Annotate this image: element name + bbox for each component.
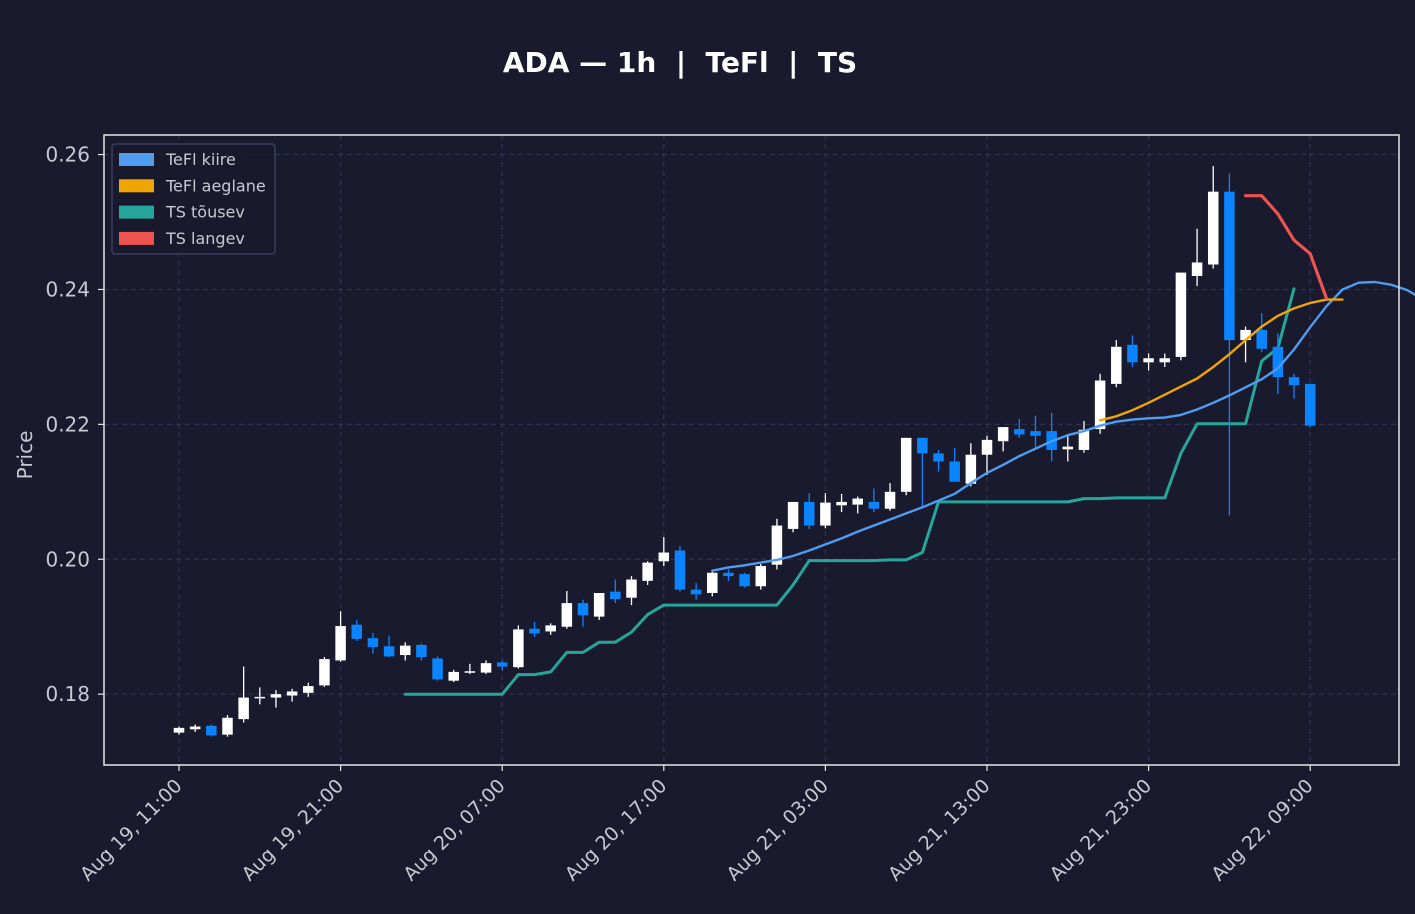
candle-body — [432, 658, 443, 680]
candle-body — [900, 437, 912, 492]
candle-body — [593, 592, 605, 617]
y-tick-label: 0.22 — [45, 412, 90, 436]
candle-body — [1014, 429, 1025, 435]
y-tick-label: 0.24 — [45, 277, 90, 301]
candle-body — [1159, 358, 1171, 363]
candle-body — [351, 624, 363, 639]
legend-swatch — [119, 153, 154, 166]
candle-body — [496, 662, 508, 667]
candle-body — [464, 671, 476, 673]
candle-body — [1272, 346, 1284, 378]
candle-body — [206, 725, 217, 736]
series-line-tefl-kiire — [711, 280, 1415, 572]
candle-body — [707, 572, 718, 593]
candle-body — [1030, 431, 1041, 436]
candle-body — [189, 726, 201, 730]
candle-body — [884, 491, 896, 509]
candle-body — [238, 697, 249, 720]
chart-title: ADA — 1h | TeFl | TS — [503, 46, 857, 79]
legend-label: TS langev — [165, 229, 245, 248]
series-line-ts-t-usev — [403, 287, 1296, 696]
candle-body — [836, 501, 847, 506]
candle-body — [416, 644, 427, 658]
candle-body — [448, 671, 459, 681]
candle-body — [173, 727, 185, 733]
candle-body — [1191, 262, 1203, 276]
legend-swatch — [119, 205, 154, 219]
candle-body — [755, 566, 767, 587]
candle-body — [561, 603, 573, 627]
candle-body — [383, 646, 395, 657]
candle-body — [1143, 358, 1154, 363]
plot-frame — [103, 134, 1400, 766]
candle-body — [803, 501, 815, 526]
candle-body — [981, 439, 993, 455]
candle-body — [480, 663, 492, 673]
candle-body — [820, 502, 831, 526]
candle-body — [1240, 329, 1251, 341]
candle-body — [852, 498, 863, 505]
candle-body — [949, 461, 960, 482]
legend-swatch — [119, 231, 154, 245]
legend-label: TeFl aeglane — [165, 176, 266, 195]
candle-body — [690, 589, 702, 595]
candle-body — [674, 550, 686, 590]
candle-body — [286, 691, 298, 696]
candle-body — [997, 427, 1009, 442]
candle-body — [610, 591, 621, 600]
candle-body — [367, 638, 379, 647]
candle-body — [1111, 346, 1122, 384]
candle-body — [1127, 344, 1138, 363]
y-tick-label: 0.18 — [45, 682, 90, 706]
candle-body — [1224, 191, 1235, 341]
candle-body — [723, 572, 734, 577]
legend: TeFl kiire TeFl aeglane TS tõusev TS langev — [111, 143, 276, 255]
candle-body — [658, 552, 670, 562]
candle-body — [545, 625, 556, 632]
candle-body — [1288, 377, 1300, 386]
candle-body — [787, 501, 799, 529]
candles — [173, 166, 1316, 737]
legend-swatch — [119, 179, 154, 193]
candle-body — [626, 579, 637, 598]
legend-label: TS tõusev — [165, 203, 245, 222]
y-tick-label: 0.20 — [45, 547, 90, 571]
y-tick-label: 0.26 — [45, 143, 90, 167]
candle-body — [399, 645, 411, 656]
candle-body — [1256, 329, 1267, 349]
candle-body — [513, 629, 524, 668]
candle-body — [1207, 191, 1219, 265]
candle-body — [868, 501, 880, 509]
candle-body — [303, 686, 314, 693]
candle-body — [270, 694, 282, 698]
candle-body — [965, 454, 977, 484]
candle-body — [933, 453, 944, 462]
candle-body — [642, 562, 653, 581]
legend-box — [111, 143, 276, 255]
candle-body — [1175, 272, 1187, 357]
candle-body — [917, 437, 928, 454]
candle-body — [335, 626, 346, 661]
candle-body — [771, 525, 783, 565]
candle-body — [529, 628, 540, 634]
candle-body — [1094, 380, 1106, 430]
series-layer-back — [403, 287, 1296, 696]
candle-body — [222, 717, 233, 735]
candle-body — [739, 574, 750, 587]
candle-body — [1304, 383, 1316, 426]
series-line-tefl-aeglane — [1098, 298, 1344, 422]
candle-body — [1062, 446, 1074, 450]
series-line-ts-langev — [1243, 194, 1329, 300]
candle-body — [1078, 429, 1090, 450]
series-layer-front — [711, 194, 1415, 572]
candle-body — [319, 659, 330, 686]
y-axis-label: Price — [13, 431, 37, 480]
legend-label: TeFl kiire — [165, 150, 236, 169]
candle-body — [254, 696, 266, 699]
candle-body — [577, 603, 589, 616]
